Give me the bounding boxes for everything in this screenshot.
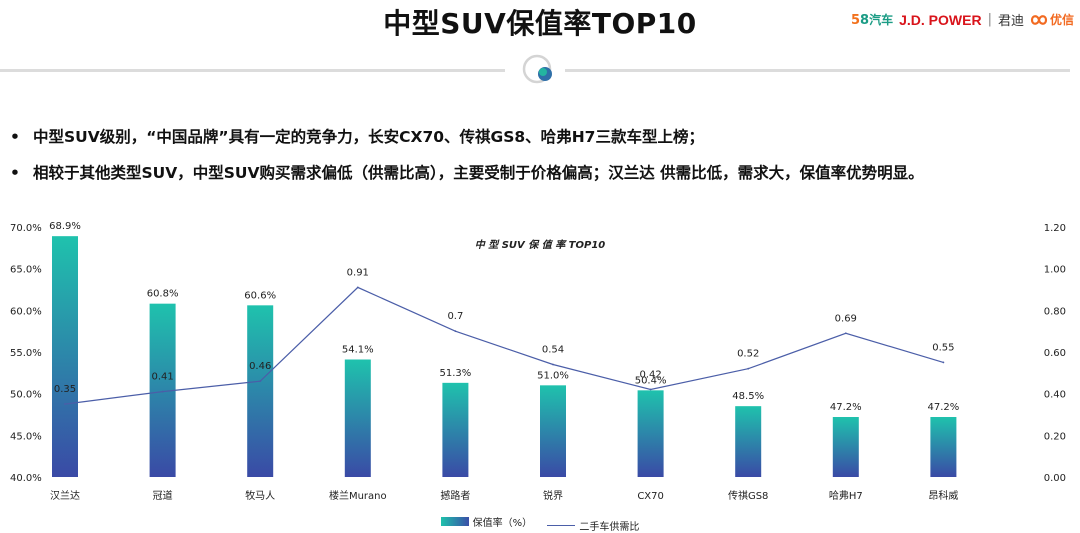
x-category-label: 牧马人 xyxy=(245,489,275,502)
line-point-4 xyxy=(356,286,359,289)
y-right-tick-label: 0.00 xyxy=(1044,473,1066,484)
bar-value-label: 60.6% xyxy=(244,290,276,301)
x-category-label: 哈弗H7 xyxy=(829,489,863,502)
bar-1 xyxy=(52,236,78,477)
bullet-list: • 中型SUV级别，“中国品牌”具有一定的竞争力，长安CX70、传祺GS8、哈弗… xyxy=(10,124,1076,196)
bar-value-label: 47.2% xyxy=(928,402,960,413)
bullet-dot: • xyxy=(10,128,20,146)
y-right-tick-label: 0.40 xyxy=(1044,390,1066,401)
bar-6 xyxy=(540,385,566,477)
x-category-label: 撼路者 xyxy=(440,489,470,502)
bar-value-label: 50.4% xyxy=(635,375,667,386)
bar-4 xyxy=(344,359,371,477)
y-left-tick-label: 45.0% xyxy=(10,431,42,442)
line-point-7 xyxy=(649,388,652,391)
x-category-label: 昂科威 xyxy=(928,489,958,502)
line-point-8 xyxy=(747,367,750,370)
bar-9 xyxy=(832,417,859,477)
line-point-1 xyxy=(64,403,66,405)
header-divider-right xyxy=(565,69,1070,72)
y-left-tick-label: 70.0% xyxy=(10,223,42,234)
line-value-label: 0.46 xyxy=(249,361,271,372)
y-right-tick-label: 0.80 xyxy=(1044,306,1066,317)
chart-title: 中 型 SUV 保 值 率 TOP10 xyxy=(475,239,606,251)
logo-jd-power: J.D. POWER xyxy=(899,11,982,28)
y-right-tick-label: 0.20 xyxy=(1044,431,1066,442)
page-title: 中型SUV保值率TOP10 xyxy=(383,7,697,40)
line-value-label: 0.35 xyxy=(54,384,76,395)
line-value-label: 0.52 xyxy=(737,349,759,360)
line-value-label: 0.7 xyxy=(447,311,463,322)
x-category-label: 冠道 xyxy=(153,489,173,502)
y-left-tick-label: 60.0% xyxy=(10,306,42,317)
y-left-tick-label: 55.0% xyxy=(10,348,42,359)
line-point-5 xyxy=(454,330,457,333)
bar-3 xyxy=(247,305,274,477)
logo-58-qiche: 58汽车 xyxy=(851,13,894,28)
line-point-2 xyxy=(161,390,164,393)
line-value-label: 0.69 xyxy=(835,313,857,324)
legend-line-label: 二手车供需比 xyxy=(579,522,640,533)
y-left-tick-label: 50.0% xyxy=(10,390,42,401)
bullet-text: 相较于其他类型SUV，中型SUV购买需求偏低（供需比高），主要受制于价格偏高；汉… xyxy=(33,164,924,182)
line-point-10 xyxy=(942,361,945,364)
legend-bar-swatch xyxy=(440,517,469,526)
line-point-9 xyxy=(844,332,847,335)
y-right-tick-label: 1.00 xyxy=(1044,265,1066,276)
x-category-label: 汉兰达 xyxy=(50,489,80,502)
x-category-label: CX70 xyxy=(637,491,664,502)
logo-separator: | xyxy=(987,12,992,27)
line-value-label: 0.91 xyxy=(347,267,369,278)
bar-8 xyxy=(735,406,762,477)
logo-jundi: 君迪 xyxy=(997,14,1024,29)
bar-value-label: 51.0% xyxy=(537,370,569,381)
header-divider-left xyxy=(0,69,505,72)
bar-value-label: 54.1% xyxy=(342,345,374,356)
chart-legend: 保值率（%） 二手车供需比 xyxy=(0,514,1080,533)
legend-item-line: 二手车供需比 xyxy=(547,518,639,533)
y-left-tick-label: 65.0% xyxy=(10,265,42,276)
bar-value-label: 60.8% xyxy=(147,289,179,300)
bullet-dot: • xyxy=(10,164,20,182)
bar-value-label: 48.5% xyxy=(732,391,764,402)
bar-value-label: 47.2% xyxy=(830,402,862,413)
bar-5 xyxy=(442,382,469,477)
y-right-tick-label: 1.20 xyxy=(1044,223,1066,234)
bullet-item: • 中型SUV级别，“中国品牌”具有一定的竞争力，长安CX70、传祺GS8、哈弗… xyxy=(10,124,1076,160)
bar-7 xyxy=(637,390,664,477)
divider-circle-icon xyxy=(522,54,552,84)
x-category-label: 锐界 xyxy=(543,489,563,502)
y-right-tick-label: 0.60 xyxy=(1044,348,1066,359)
bar-value-label: 51.3% xyxy=(440,368,472,379)
line-value-label: 0.55 xyxy=(932,342,954,353)
legend-bar-label: 保值率（%） xyxy=(472,518,533,529)
line-series-supply-demand xyxy=(64,286,944,405)
line-value-label: 0.54 xyxy=(542,345,564,356)
line-value-label: 0.42 xyxy=(639,370,661,381)
legend-line-swatch xyxy=(547,525,576,526)
youxin-logo-icon xyxy=(1030,14,1048,25)
line-point-6 xyxy=(552,363,554,366)
bar-10 xyxy=(930,417,957,477)
line-point-3 xyxy=(259,380,262,383)
y-left-tick-label: 40.0% xyxy=(10,473,42,484)
x-category-label: 传祺GS8 xyxy=(728,489,768,502)
bar-value-label: 68.9% xyxy=(49,221,81,232)
logo-youxin: 优信 xyxy=(1030,11,1074,28)
legend-item-bar: 保值率（%） xyxy=(440,514,533,529)
line-value-label: 0.41 xyxy=(151,372,173,383)
bullet-item: • 相较于其他类型SUV，中型SUV购买需求偏低（供需比高），主要受制于价格偏高… xyxy=(10,160,1076,196)
brand-logos: 58汽车 J.D. POWER | 君迪 优信 xyxy=(851,10,1074,30)
bullet-text: 中型SUV级别，“中国品牌”具有一定的竞争力，长安CX70、传祺GS8、哈弗H7… xyxy=(33,128,704,146)
x-category-label: 楼兰Murano xyxy=(329,489,387,502)
